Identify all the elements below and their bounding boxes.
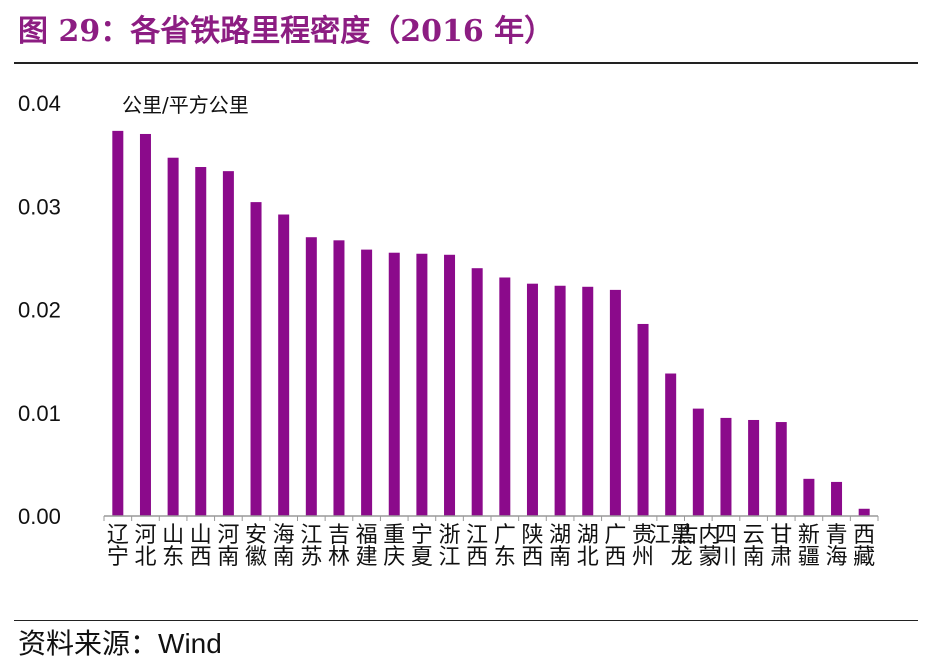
x-category-label: 湖北	[577, 523, 599, 570]
bar	[195, 167, 207, 516]
bar	[250, 202, 262, 516]
x-category-label: 湖南	[549, 523, 571, 570]
x-category-label: 广东	[494, 523, 516, 570]
x-category-label: 西藏	[853, 523, 875, 570]
figure-title: 图 29：各省铁路里程密度（2016 年）	[18, 14, 555, 49]
bar	[139, 133, 151, 516]
bar	[720, 417, 732, 516]
x-category-label: 江西	[466, 523, 488, 570]
x-category-label: 四川	[715, 523, 737, 570]
x-category-label: 江苏	[300, 523, 322, 570]
x-category-label: 陕西	[521, 523, 543, 570]
x-category-label: 山西	[190, 523, 212, 570]
x-axis-tick-marks	[103, 516, 879, 521]
bar	[333, 240, 345, 516]
x-category-label: 辽宁	[107, 523, 129, 570]
x-category-label: 云南	[743, 523, 765, 570]
x-category-label: 内蒙古	[676, 523, 720, 570]
x-category-label: 甘肃	[770, 523, 792, 570]
bar	[692, 408, 704, 516]
bar	[222, 171, 234, 516]
bar	[499, 277, 511, 516]
x-category-label: 青海	[826, 523, 848, 570]
bar	[361, 249, 373, 517]
x-category-label: 新疆	[798, 523, 820, 570]
bar	[526, 283, 538, 516]
x-axis-category-labels: 辽宁河北山东山西河南安徽海南江苏吉林福建重庆宁夏浙江江西广东陕西湖南湖北广西贵州…	[107, 523, 875, 570]
bar	[416, 253, 428, 516]
x-category-label: 宁夏	[411, 523, 433, 570]
bottom-rule	[14, 620, 918, 621]
bar	[831, 481, 843, 516]
x-category-label: 黑龙江	[649, 523, 693, 570]
source-note: 资料来源：Wind	[18, 622, 222, 662]
y-axis-unit-label: 公里/平方公里	[122, 93, 249, 117]
y-axis-ticks: 0.00 0.01 0.02 0.03 0.04	[18, 91, 61, 529]
x-category-label: 贵州	[632, 523, 654, 570]
bar	[775, 422, 787, 516]
bar	[803, 478, 815, 516]
bar	[167, 157, 179, 516]
bar	[278, 214, 290, 516]
bar	[471, 268, 483, 516]
x-category-label: 海南	[273, 523, 295, 570]
bar-chart: 0.00 0.01 0.02 0.03 0.04 公里/平方公里 辽宁河北山东山西河南安…	[18, 91, 879, 570]
bar	[665, 373, 677, 516]
x-category-label: 山东	[162, 523, 184, 570]
bar	[112, 130, 124, 516]
bar	[637, 323, 649, 516]
x-category-label: 吉林	[328, 523, 350, 570]
bar	[582, 286, 594, 516]
source-value: Wind	[158, 628, 222, 659]
x-category-label: 重庆	[383, 523, 405, 570]
bar	[858, 508, 870, 516]
y-tick-label: 0.01	[18, 401, 61, 426]
bar	[609, 289, 621, 516]
bar	[388, 252, 400, 516]
x-category-label: 河北	[134, 523, 156, 570]
bar	[305, 237, 317, 516]
bars	[112, 130, 870, 517]
x-category-label: 福建	[356, 523, 378, 570]
top-rule	[14, 62, 918, 64]
bar	[554, 285, 566, 516]
y-tick-label: 0.02	[18, 298, 61, 323]
bar	[444, 254, 456, 516]
x-category-label: 河南	[217, 523, 239, 570]
y-tick-label: 0.03	[18, 194, 61, 219]
y-tick-label: 0.04	[18, 91, 61, 116]
x-category-label: 广西	[604, 523, 626, 570]
x-category-label: 浙江	[439, 523, 461, 570]
y-tick-label: 0.00	[18, 504, 61, 529]
source-label: 资料来源：	[18, 627, 159, 660]
x-category-label: 安徽	[245, 523, 267, 570]
bar	[748, 419, 760, 516]
